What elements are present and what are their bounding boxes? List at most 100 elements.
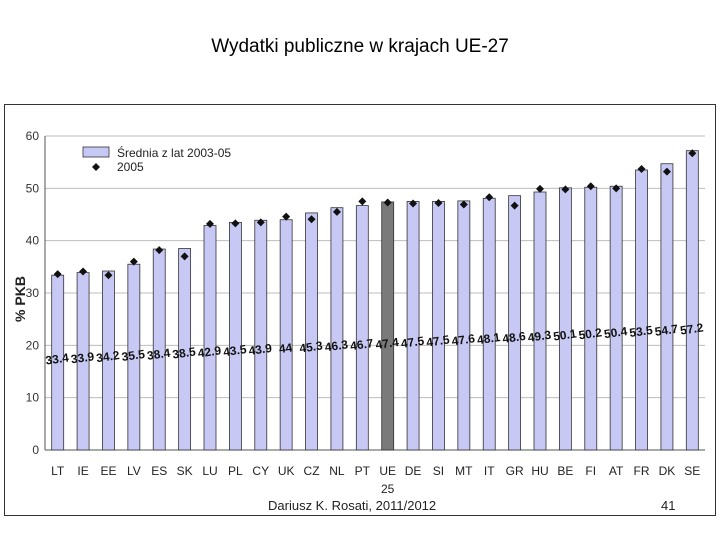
bar-value-label: 47.6 (451, 331, 476, 348)
bar-value-label: 47.4 (375, 335, 400, 352)
marker-2005 (662, 167, 671, 176)
footer-author: Dariusz K. Rosati, 2011/2012 (268, 498, 437, 513)
y-tick-label: 10 (26, 391, 40, 405)
bar (457, 200, 471, 451)
category-label: FR (634, 464, 650, 478)
category-label: ES (151, 464, 167, 478)
marker-2005 (332, 207, 341, 216)
category-label: UK (278, 464, 295, 478)
bar-value-label: 47.5 (400, 334, 425, 351)
category-label: UE (379, 464, 396, 478)
marker-2005 (688, 149, 697, 158)
bar-value-label: 54.7 (654, 322, 679, 339)
bar (102, 270, 115, 451)
marker-2005 (612, 184, 621, 193)
category-label: DE (405, 464, 422, 478)
bar (635, 169, 648, 451)
bar (381, 201, 395, 451)
bar (178, 248, 192, 451)
bar (406, 201, 420, 451)
y-tick-label: 0 (32, 443, 39, 457)
legend-swatch-bar (82, 146, 110, 158)
marker-2005 (637, 164, 646, 173)
marker-2005 (155, 246, 164, 255)
category-label: SE (684, 464, 700, 478)
bar (685, 150, 699, 451)
y-tick-label: 30 (26, 286, 40, 300)
category-label: IE (77, 464, 88, 478)
bar (584, 186, 598, 451)
marker-2005 (358, 197, 367, 206)
category-label: CZ (304, 464, 320, 478)
category-label: SK (177, 464, 193, 478)
bar (355, 205, 369, 451)
category-label: FI (585, 464, 596, 478)
bar (558, 187, 572, 451)
marker-2005 (231, 219, 240, 228)
bar-value-label: 38.4 (146, 346, 171, 363)
page-number: 41 (661, 498, 676, 513)
bar-value-label: 50.4 (603, 324, 628, 341)
bar-value-label: 38.5 (172, 344, 197, 361)
bar-value-label: 50.2 (578, 325, 603, 342)
marker-2005 (459, 200, 468, 209)
bar-value-label: 33.9 (70, 349, 95, 366)
bar (508, 195, 522, 451)
bar-value-label: 49.3 (527, 328, 552, 345)
bar-value-label: 45.3 (298, 338, 323, 355)
category-label: EE (100, 464, 116, 478)
bar-value-label: 47.5 (425, 332, 450, 349)
bar-value-label: 43.9 (248, 341, 273, 358)
bar-value-label: 46.3 (324, 337, 349, 354)
marker-2005 (104, 271, 113, 280)
legend-swatch-marker (92, 163, 100, 171)
bar-value-label: 35.5 (121, 347, 146, 364)
category-label: NL (329, 464, 345, 478)
marker-2005 (383, 198, 392, 207)
category-label: SI (433, 464, 444, 478)
bar-value-label: 53.5 (628, 323, 653, 340)
category-label: MT (455, 464, 473, 478)
bar (228, 221, 242, 451)
category-label: GR (506, 464, 524, 478)
category-label: BE (557, 464, 573, 478)
bar (330, 207, 344, 451)
legend-label-marker: 2005 (117, 160, 144, 174)
bar-value-label: 33.4 (45, 350, 70, 367)
marker-2005 (53, 270, 62, 279)
marker-2005 (409, 199, 418, 208)
bar (279, 219, 293, 451)
bar (482, 197, 496, 451)
category-label: DK (659, 464, 676, 478)
marker-2005 (79, 267, 88, 276)
bar-chart: 0 10 20 30 40 50 60 % PKB 33.4 LT 33.9 IE 34.2 EE 35.5… (12, 129, 705, 496)
category-label: PL (228, 464, 243, 478)
marker-2005 (561, 185, 570, 194)
bar-value-label: 44 (278, 340, 293, 356)
marker-2005 (180, 252, 189, 261)
bar-value-label: 57.2 (679, 320, 704, 337)
bar-value-label: 42.9 (197, 343, 222, 360)
category-label: AT (609, 464, 624, 478)
bar-value-label: 48.1 (476, 330, 501, 347)
category-label: LU (202, 464, 217, 478)
marker-2005 (536, 184, 544, 193)
marker-2005 (256, 218, 265, 227)
marker-2005 (307, 215, 316, 224)
marker-2005 (586, 182, 595, 191)
category-label: IT (484, 464, 495, 478)
bar-value-label: 50.1 (552, 326, 577, 343)
bar (533, 191, 547, 451)
bar-value-label: 34.2 (95, 348, 120, 365)
category-label: HU (531, 464, 548, 478)
marker-2005 (129, 257, 138, 266)
marker-2005 (434, 198, 443, 207)
bar (660, 163, 674, 451)
bar (203, 225, 217, 451)
bar-value-label: 43.5 (222, 342, 247, 359)
marker-2005 (282, 212, 291, 221)
bar (432, 201, 445, 451)
y-tick-label: 50 (26, 181, 40, 195)
marker-2005 (485, 193, 494, 202)
slide-title: Wydatki publiczne w krajach UE-27 (211, 36, 509, 57)
